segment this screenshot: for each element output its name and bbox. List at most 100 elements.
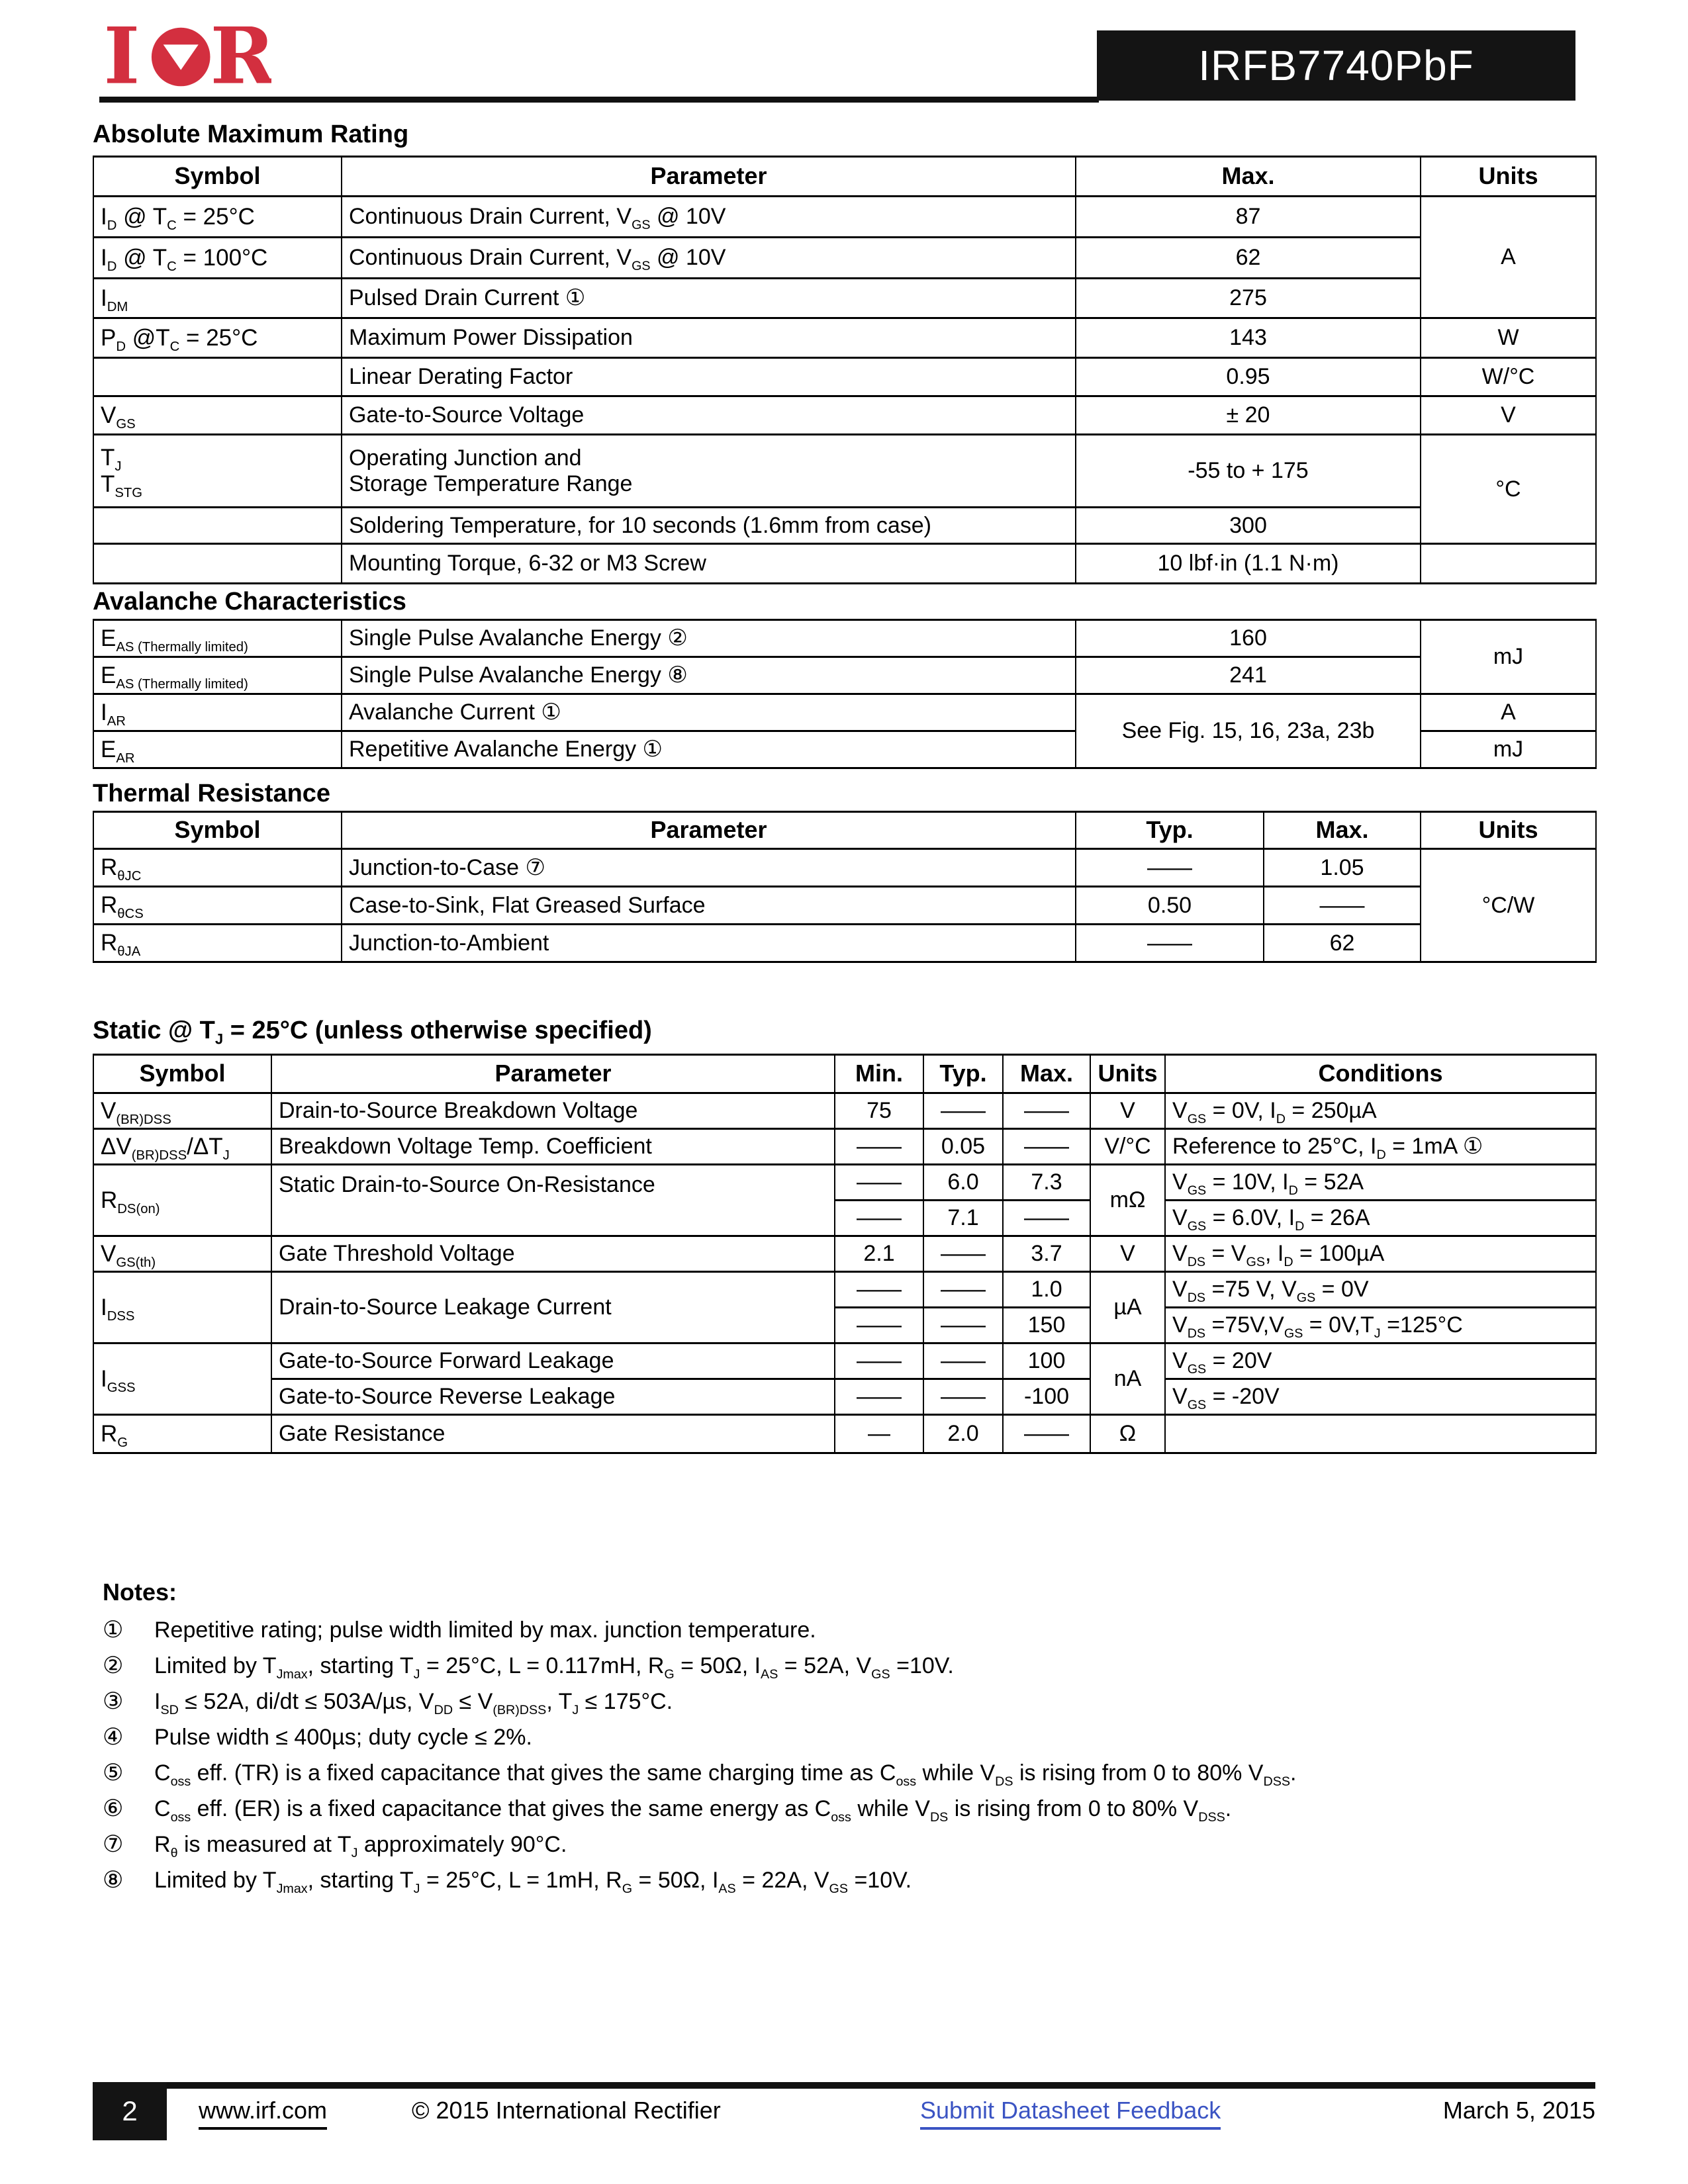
max-cell: 150	[1002, 1306, 1091, 1344]
note-item: ② Limited by TJmax, starting TJ = 25°C, …	[103, 1653, 1618, 1688]
units-cell: µA	[1090, 1271, 1166, 1344]
param-cell: Junction-to-Case ⑦	[341, 848, 1076, 887]
units-cell: mJ	[1420, 619, 1597, 695]
note-mark: ④	[103, 1724, 124, 1750]
col-header-min: Min.	[834, 1054, 924, 1094]
param-cell: Maximum Power Dissipation	[341, 317, 1076, 359]
col-header-max: Max.	[1075, 156, 1421, 197]
max-cell: 87	[1075, 195, 1421, 238]
table-row: EAS (Thermally limited) Single Pulse Ava…	[93, 656, 1596, 695]
conditions-cell: Reference to 25°C, ID = 1mA ①	[1164, 1128, 1597, 1165]
symbol-cell: RθCS	[93, 886, 342, 925]
symbol-cell: EAR	[93, 730, 342, 769]
param-cell: Case-to-Sink, Flat Greased Surface	[341, 886, 1076, 925]
note-mark: ⑤	[103, 1760, 124, 1786]
param-cell: Static Drain-to-Source On-Resistance	[271, 1163, 835, 1237]
static-table: Symbol Parameter Min. Typ. Max. Units Co…	[93, 1054, 1597, 1454]
svg-text:I: I	[107, 26, 140, 89]
col-header-symbol: Symbol	[93, 1054, 272, 1094]
param-cell: Single Pulse Avalanche Energy ②	[341, 619, 1076, 658]
table-row: TJ TSTG Operating Junction and Storage Tem…	[93, 433, 1597, 545]
typ-cell: 0.05	[923, 1128, 1004, 1165]
part-number: IRFB7740PbF	[1198, 42, 1474, 89]
param-cell: Continuous Drain Current, VGS @ 10V	[341, 195, 1076, 238]
min-cell: 75	[834, 1092, 924, 1130]
abs-max-table: Symbol Parameter Max. Units ID @ TC = 25…	[93, 156, 1597, 584]
typ-cell: 7.1	[923, 1199, 1004, 1237]
units-cell: A	[1420, 195, 1597, 319]
note-text: Repetitive rating; pulse width limited b…	[154, 1617, 816, 1643]
header-rule	[99, 97, 1099, 103]
symbol-cell: ID @ TC = 100°C	[93, 236, 342, 279]
conditions-cell: VGS = 6.0V, ID = 26A	[1164, 1199, 1597, 1237]
param-cell: Drain-to-Source Breakdown Voltage	[271, 1092, 835, 1130]
max-cell: -100	[1002, 1378, 1091, 1416]
table-row: —— 7.1 —— VGS = 6.0V, ID = 26A	[93, 1199, 1597, 1237]
symbol-cell: RG	[93, 1414, 272, 1454]
note-item: ① Repetitive rating; pulse width limited…	[103, 1617, 1618, 1653]
max-cell: 241	[1075, 656, 1421, 695]
min-cell: ——	[834, 1163, 924, 1201]
symbol-cell: EAS (Thermally limited)	[93, 656, 342, 695]
table-row: Linear Derating Factor 0.95 W/°C	[93, 357, 1597, 397]
table-row: ΔV(BR)DSS/ΔTJ Breakdown Voltage Temp. Co…	[93, 1128, 1597, 1165]
website-link[interactable]: www.irf.com	[199, 2097, 328, 2130]
feedback-link[interactable]: Submit Datasheet Feedback	[920, 2097, 1221, 2130]
symbol-cell: ΔV(BR)DSS/ΔTJ	[93, 1128, 272, 1165]
col-header-units: Units	[1420, 156, 1597, 197]
table-row: —— —— 150 VDS =75V,VGS = 0V,TJ =125°C	[93, 1306, 1597, 1344]
conditions-cell: VDS =75 V, VGS = 0V	[1164, 1271, 1597, 1308]
param-cell: Pulsed Drain Current ①	[341, 277, 1076, 319]
units-cell: °C	[1420, 433, 1597, 545]
param-cell: Gate Resistance	[271, 1414, 835, 1454]
units-cell: W/°C	[1420, 357, 1597, 397]
conditions-cell	[1164, 1414, 1597, 1454]
svg-text:R: R	[210, 26, 271, 89]
max-cell: 300	[1075, 506, 1421, 545]
typ-cell: 0.50	[1075, 886, 1264, 925]
page-number: 2	[122, 2095, 138, 2126]
table-row: IAR Avalanche Current ① See Fig. 15, 16,…	[93, 693, 1597, 769]
units-cell: nA	[1090, 1342, 1166, 1416]
conditions-cell: VGS = 0V, ID = 250µA	[1164, 1092, 1597, 1130]
param-cell: Gate-to-Source Reverse Leakage	[271, 1378, 835, 1416]
symbol-cell: TJ TSTG	[93, 433, 342, 508]
typ-cell: ——	[923, 1342, 1004, 1380]
param-cell: Continuous Drain Current, VGS @ 10V	[341, 236, 1076, 279]
table-row: PD @TC = 25°C Maximum Power Dissipation …	[93, 317, 1597, 359]
col-header-units: Units	[1090, 1054, 1166, 1094]
units-cell: mΩ	[1090, 1163, 1166, 1237]
table-row: V(BR)DSS Drain-to-Source Breakdown Volta…	[93, 1092, 1597, 1130]
note-item: ⑦ Rθ is measured at TJ approximately 90°…	[103, 1831, 1618, 1867]
typ-cell: 2.0	[923, 1414, 1004, 1454]
min-cell: ——	[834, 1378, 924, 1416]
max-cell: ± 20	[1075, 395, 1421, 435]
note-mark: ③	[103, 1688, 124, 1714]
max-cell: 10 lbf·in (1.1 N·m)	[1075, 543, 1421, 584]
max-cell: 100	[1002, 1342, 1091, 1380]
thermal-table: Symbol Parameter Typ. Max. Units RθJC Ju…	[93, 811, 1597, 963]
max-cell: 62	[1075, 236, 1421, 279]
table-row: RθJC Junction-to-Case ⑦ —— 1.05 °C/W	[93, 848, 1597, 963]
col-header-symbol: Symbol	[93, 156, 342, 197]
table-row: Mounting Torque, 6-32 or M3 Screw 10 lbf…	[93, 543, 1597, 584]
col-header-symbol: Symbol	[93, 811, 342, 850]
max-cell: 143	[1075, 317, 1421, 359]
max-cell: 275	[1075, 277, 1421, 319]
max-cell: ——	[1002, 1199, 1091, 1237]
table-row: ID @ TC = 100°C Continuous Drain Current…	[93, 236, 1596, 279]
typ-cell: ——	[923, 1235, 1004, 1273]
col-header-typ: Typ.	[923, 1054, 1004, 1094]
note-mark: ⑦	[103, 1831, 124, 1857]
table-row: RDS(on) Static Drain-to-Source On-Resist…	[93, 1163, 1597, 1237]
units-cell: A	[1420, 693, 1597, 732]
note-item: ⑤ Coss eff. (TR) is a fixed capacitance …	[103, 1760, 1618, 1796]
symbol-cell: IDSS	[93, 1271, 272, 1344]
note-text: Coss eff. (ER) is a fixed capacitance th…	[154, 1796, 1232, 1825]
static-title: Static @ TJ = 25°C (unless otherwise spe…	[93, 1017, 652, 1048]
table-row: VGS Gate-to-Source Voltage ± 20 V	[93, 395, 1597, 435]
avalanche-title: Avalanche Characteristics	[93, 588, 406, 615]
param-cell: Mounting Torque, 6-32 or M3 Screw	[341, 543, 1076, 584]
note-item: ③ ISD ≤ 52A, di/dt ≤ 503A/µs, VDD ≤ V(BR…	[103, 1688, 1618, 1724]
